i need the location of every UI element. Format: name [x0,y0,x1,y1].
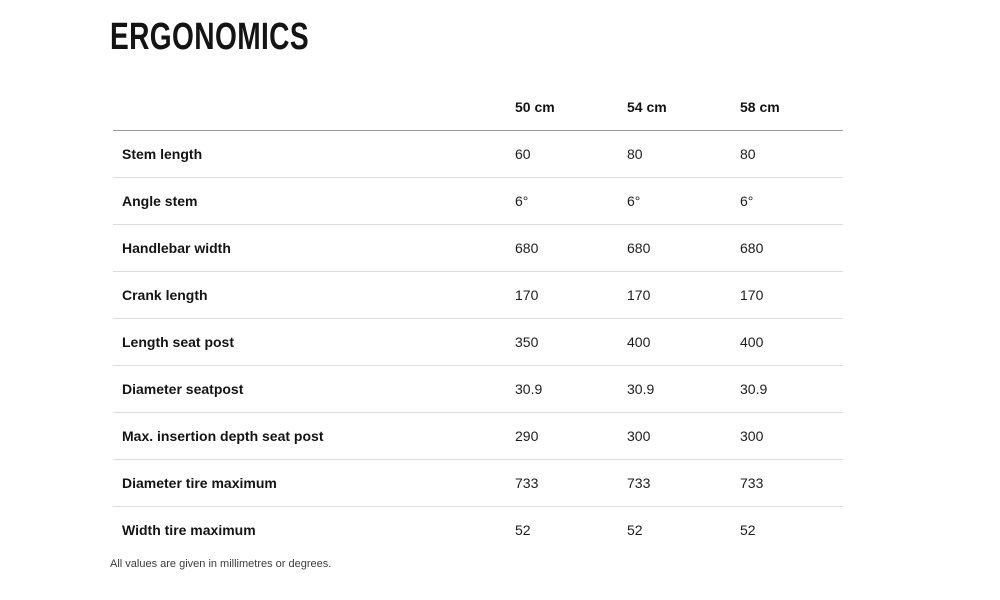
cell-value: 680 [515,240,539,256]
row-label: Diameter seatpost [122,381,244,397]
cell-value: 733 [740,475,764,491]
spec-table: 50 cm 54 cm 58 cm Stem length 60 80 80 A… [113,84,843,553]
page-title: ERGONOMICS [110,16,309,58]
cell-value: 300 [740,428,764,444]
column-header-58cm: 58 cm [740,99,780,115]
table-row: Width tire maximum 52 52 52 [113,507,843,553]
row-label: Angle stem [122,193,198,209]
row-label: Diameter tire maximum [122,475,277,491]
cell-value: 6° [627,193,641,209]
column-header-54cm: 54 cm [627,99,667,115]
cell-value: 733 [627,475,651,491]
table-row: Angle stem 6° 6° 6° [113,178,843,225]
table-row: Diameter seatpost 30.9 30.9 30.9 [113,366,843,413]
cell-value: 80 [740,146,756,162]
row-label: Width tire maximum [122,522,256,538]
cell-value: 52 [627,522,643,538]
row-label: Handlebar width [122,240,231,256]
cell-value: 350 [515,334,539,350]
cell-value: 60 [515,146,531,162]
cell-value: 52 [515,522,531,538]
cell-value: 52 [740,522,756,538]
cell-value: 170 [740,287,764,303]
table-row: Max. insertion depth seat post 290 300 3… [113,413,843,460]
cell-value: 80 [627,146,643,162]
cell-value: 6° [515,193,529,209]
cell-value: 400 [740,334,764,350]
row-label: Stem length [122,146,203,162]
cell-value: 30.9 [627,381,655,397]
column-header-50cm: 50 cm [515,99,555,115]
cell-value: 30.9 [740,381,768,397]
cell-value: 30.9 [515,381,543,397]
row-label: Length seat post [122,334,235,350]
cell-value: 680 [740,240,764,256]
cell-value: 170 [515,287,539,303]
cell-value: 6° [740,193,754,209]
table-row: Diameter tire maximum 733 733 733 [113,460,843,507]
table-row: Handlebar width 680 680 680 [113,225,843,272]
cell-value: 290 [515,428,539,444]
table-row: Crank length 170 170 170 [113,272,843,319]
footnote: All values are given in millimetres or d… [110,558,332,570]
spec-table-header: 50 cm 54 cm 58 cm [113,84,843,131]
cell-value: 733 [515,475,539,491]
cell-value: 170 [627,287,651,303]
row-label: Crank length [122,287,208,303]
table-row: Length seat post 350 400 400 [113,319,843,366]
cell-value: 400 [627,334,651,350]
cell-value: 680 [627,240,651,256]
row-label: Max. insertion depth seat post [122,428,324,444]
table-row: Stem length 60 80 80 [113,131,843,178]
spec-table-body: Stem length 60 80 80 Angle stem 6° 6° 6°… [113,131,843,553]
cell-value: 300 [627,428,651,444]
